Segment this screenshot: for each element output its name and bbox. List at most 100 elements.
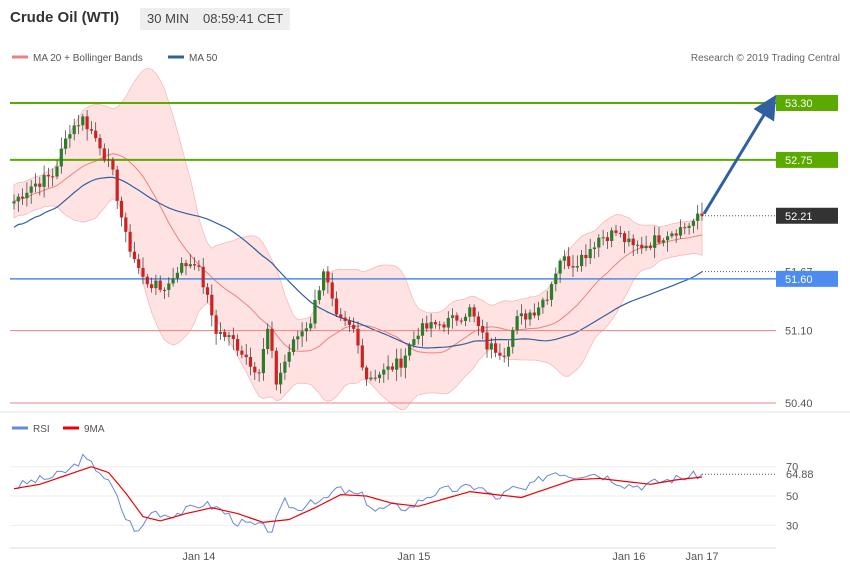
candle-body xyxy=(494,343,498,353)
candle-body xyxy=(592,247,597,250)
candle-body xyxy=(59,148,63,167)
candle-body xyxy=(678,227,683,236)
candle-body xyxy=(347,320,351,325)
candle-body xyxy=(240,350,244,355)
candle-body xyxy=(193,264,197,266)
instrument-title: Crude Oil (WTI) xyxy=(10,9,120,26)
candle-body xyxy=(89,129,93,131)
candle-body xyxy=(261,349,265,374)
rsi-line xyxy=(13,453,703,533)
candle-body xyxy=(137,259,141,268)
rsi-current-label: 64.88 xyxy=(786,469,814,481)
price-legend: MA 20 + Bollinger Bands MA 50 Research ©… xyxy=(12,53,840,64)
candle-body xyxy=(210,294,214,316)
candle-body xyxy=(657,235,661,243)
candle-body xyxy=(223,331,227,337)
level-label-51.10: 51.10 xyxy=(785,326,813,338)
rsi-legend: RSI 9MA xyxy=(12,424,105,435)
candle-body xyxy=(244,354,248,358)
candle-body xyxy=(150,284,154,289)
candle-body xyxy=(257,372,261,374)
candle-body xyxy=(489,343,493,350)
candle-body xyxy=(455,315,459,321)
candle-body xyxy=(330,282,334,299)
candle-body xyxy=(433,322,437,325)
candle-body xyxy=(648,245,652,248)
level-label-50.40: 50.40 xyxy=(785,398,813,410)
candle-body xyxy=(236,339,240,351)
candle-body xyxy=(545,299,549,301)
candle-body xyxy=(386,366,390,370)
candle-body xyxy=(580,254,584,267)
candle-body xyxy=(94,130,98,139)
candle-body xyxy=(266,328,270,350)
level-label-51.60: 51.60 xyxy=(785,274,813,286)
title-bar: Crude Oil (WTI) 30 MIN 08:59:41 CET xyxy=(0,0,850,36)
rsi-tick-30: 30 xyxy=(786,520,798,532)
candle-body xyxy=(549,284,554,300)
candle-body xyxy=(253,366,257,373)
candle-body xyxy=(627,238,631,243)
candle-body xyxy=(463,316,468,321)
rsi-tick-50: 50 xyxy=(786,491,798,503)
candle-body xyxy=(360,345,364,368)
level-tag-52.75 xyxy=(776,151,838,168)
candle-body xyxy=(197,265,201,267)
candle-body xyxy=(610,230,614,241)
candle-body xyxy=(119,200,124,218)
candle-body xyxy=(111,159,115,170)
clock-badge: 08:59:41 CET xyxy=(196,8,291,30)
forecast-arrow xyxy=(702,94,777,215)
candle-body xyxy=(614,230,618,233)
timeframe-badge[interactable]: 30 MIN xyxy=(140,8,196,30)
candle-body xyxy=(102,148,106,161)
candle-body xyxy=(270,328,274,351)
candle-body xyxy=(334,298,339,315)
candle-body xyxy=(373,377,377,379)
x-tick-label: Jan 17 xyxy=(685,551,718,563)
candle-body xyxy=(205,287,210,295)
candle-body xyxy=(661,240,665,243)
candle-body xyxy=(403,355,407,368)
ma20-legend-label: MA 20 + Bollinger Bands xyxy=(33,53,143,64)
candle-body xyxy=(451,315,455,318)
candle-body xyxy=(601,237,605,239)
candle-body xyxy=(597,237,601,248)
level-label-52.21: 52.21 xyxy=(785,211,813,223)
candle-body xyxy=(584,254,588,259)
candle-body xyxy=(438,324,442,326)
candle-body xyxy=(201,266,205,288)
candle-body xyxy=(313,299,317,324)
candle-body xyxy=(184,263,188,267)
candle-body xyxy=(154,280,158,289)
candle-body xyxy=(46,174,50,177)
candle-body xyxy=(291,339,296,353)
level-tag-52.21 xyxy=(776,207,838,224)
candle-body xyxy=(51,176,55,178)
candle-body xyxy=(416,335,420,340)
x-axis: Jan 14 Jan 15 Jan 16 Jan 17 xyxy=(10,547,776,563)
candle-body xyxy=(283,361,287,373)
candle-body xyxy=(300,331,304,337)
level-label-53.30: 53.30 xyxy=(785,98,813,110)
candle-body xyxy=(141,267,145,277)
level-tag-50.40 xyxy=(776,395,838,411)
candle-body xyxy=(700,213,704,216)
candle-body xyxy=(468,307,472,317)
candle-body xyxy=(107,159,111,161)
candle-body xyxy=(343,317,347,321)
candle-body xyxy=(287,352,291,362)
candle-body xyxy=(339,314,343,318)
candle-body xyxy=(429,322,433,329)
candle-body xyxy=(674,233,678,236)
candle-body xyxy=(541,299,545,308)
candle-body xyxy=(562,256,566,261)
candle-body xyxy=(29,186,33,193)
x-tick-label: Jan 16 xyxy=(612,551,645,563)
rsi-tick-70: 70 xyxy=(786,462,798,474)
candle-body xyxy=(412,339,416,346)
candle-body xyxy=(446,317,450,328)
level-tag-53.30 xyxy=(776,95,838,111)
candle-body xyxy=(214,315,218,334)
